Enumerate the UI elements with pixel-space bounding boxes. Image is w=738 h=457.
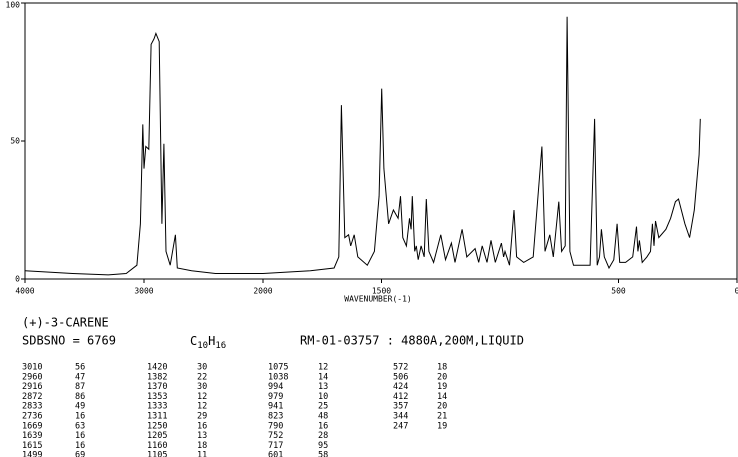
peak-intensity: 30 bbox=[197, 363, 207, 373]
peak-intensity: 16 bbox=[75, 441, 85, 451]
peak-wavenumber: 2960 bbox=[22, 372, 42, 382]
peak-wavenumber: 2916 bbox=[22, 382, 42, 392]
peak-wavenumber: 1105 bbox=[147, 451, 167, 457]
peak-intensity: 14 bbox=[437, 392, 447, 402]
peak-intensity: 13 bbox=[197, 431, 207, 441]
peak-intensity: 13 bbox=[318, 382, 328, 392]
peak-intensity: 16 bbox=[75, 431, 85, 441]
x-tick-label: 2000 bbox=[253, 287, 272, 296]
x-tick-label: 4000 bbox=[15, 287, 34, 296]
peak-wavenumber: 717 bbox=[268, 441, 283, 451]
peak-wavenumber: 752 bbox=[268, 431, 283, 441]
peak-intensity: 28 bbox=[318, 431, 328, 441]
peak-wavenumber: 941 bbox=[268, 402, 283, 412]
peak-intensity: 12 bbox=[197, 402, 207, 412]
peak-wavenumber: 506 bbox=[393, 372, 408, 382]
compound-name: (+)-3-CARENE bbox=[22, 316, 109, 330]
peak-intensity: 20 bbox=[437, 372, 447, 382]
peak-intensity: 63 bbox=[75, 421, 85, 431]
peak-intensity: 12 bbox=[318, 363, 328, 373]
peak-intensity: 29 bbox=[197, 412, 207, 422]
peak-intensity: 21 bbox=[437, 412, 447, 422]
peak-intensity: 47 bbox=[75, 372, 85, 382]
peak-wavenumber: 3010 bbox=[22, 363, 42, 373]
peak-wavenumber: 2736 bbox=[22, 412, 42, 422]
peak-intensity: 56 bbox=[75, 363, 85, 373]
peak-wavenumber: 823 bbox=[268, 412, 283, 422]
x-tick-label: 1500 bbox=[372, 287, 391, 296]
peak-wavenumber: 247 bbox=[393, 421, 408, 431]
peak-intensity: 22 bbox=[197, 372, 207, 382]
peak-wavenumber: 1160 bbox=[147, 441, 167, 451]
peak-intensity: 19 bbox=[437, 421, 447, 431]
conditions: RM-01-03757 : 4880A,200M,LIQUID bbox=[300, 334, 524, 348]
plot-frame bbox=[24, 2, 738, 280]
x-axis-label: WAVENUMBER(-1) bbox=[344, 295, 411, 304]
x-tick-label: 500 bbox=[611, 287, 626, 296]
peak-intensity: 95 bbox=[318, 441, 328, 451]
peak-wavenumber: 424 bbox=[393, 382, 408, 392]
formula-part: C bbox=[190, 334, 197, 348]
spectrum-line bbox=[24, 16, 701, 276]
peak-intensity: 16 bbox=[197, 421, 207, 431]
peak-intensity: 25 bbox=[318, 402, 328, 412]
peak-intensity: 49 bbox=[75, 402, 85, 412]
peak-intensity: 69 bbox=[75, 451, 85, 457]
peak-wavenumber: 357 bbox=[393, 402, 408, 412]
peak-wavenumber: 344 bbox=[393, 412, 408, 422]
peak-wavenumber: 1205 bbox=[147, 431, 167, 441]
formula: C10H16 bbox=[190, 334, 226, 351]
peak-intensity: 11 bbox=[197, 451, 207, 457]
peak-intensity: 48 bbox=[318, 412, 328, 422]
peak-wavenumber: 1250 bbox=[147, 421, 167, 431]
formula-part: H bbox=[208, 334, 215, 348]
peak-wavenumber: 1075 bbox=[268, 363, 288, 373]
peak-wavenumber: 790 bbox=[268, 421, 283, 431]
formula-part: 16 bbox=[215, 341, 226, 351]
peak-wavenumber: 1333 bbox=[147, 402, 167, 412]
peak-intensity: 16 bbox=[75, 412, 85, 422]
y-tick-label: 50 bbox=[10, 137, 20, 146]
peak-intensity: 16 bbox=[318, 421, 328, 431]
peak-wavenumber: 1370 bbox=[147, 382, 167, 392]
formula-part: 10 bbox=[197, 341, 208, 351]
peak-intensity: 58 bbox=[318, 451, 328, 457]
peak-wavenumber: 412 bbox=[393, 392, 408, 402]
peak-wavenumber: 1038 bbox=[268, 372, 288, 382]
peak-wavenumber: 1382 bbox=[147, 372, 167, 382]
sdbs-number: SDBSNO = 6769 bbox=[22, 334, 116, 348]
peak-intensity: 20 bbox=[437, 402, 447, 412]
x-tick-label: 3000 bbox=[134, 287, 153, 296]
peak-intensity: 30 bbox=[197, 382, 207, 392]
peak-wavenumber: 572 bbox=[393, 363, 408, 373]
x-tick-label: 0 bbox=[735, 287, 738, 296]
peak-wavenumber: 2833 bbox=[22, 402, 42, 412]
peak-wavenumber: 1499 bbox=[22, 451, 42, 457]
peak-intensity: 14 bbox=[318, 372, 328, 382]
peak-intensity: 87 bbox=[75, 382, 85, 392]
peak-wavenumber: 601 bbox=[268, 451, 283, 457]
peak-intensity: 12 bbox=[197, 392, 207, 402]
peak-intensity: 19 bbox=[437, 382, 447, 392]
y-tick-label: 100 bbox=[6, 1, 21, 10]
peak-wavenumber: 1311 bbox=[147, 412, 167, 422]
peak-intensity: 86 bbox=[75, 392, 85, 402]
peak-wavenumber: 994 bbox=[268, 382, 283, 392]
peak-wavenumber: 2872 bbox=[22, 392, 42, 402]
peak-wavenumber: 1420 bbox=[147, 363, 167, 373]
peak-wavenumber: 1615 bbox=[22, 441, 42, 451]
peak-wavenumber: 1639 bbox=[22, 431, 42, 441]
y-tick-label: 0 bbox=[15, 275, 20, 284]
peak-intensity: 10 bbox=[318, 392, 328, 402]
peak-wavenumber: 979 bbox=[268, 392, 283, 402]
peak-intensity: 18 bbox=[197, 441, 207, 451]
peak-intensity: 18 bbox=[437, 363, 447, 373]
peak-wavenumber: 1669 bbox=[22, 421, 42, 431]
peak-wavenumber: 1353 bbox=[147, 392, 167, 402]
